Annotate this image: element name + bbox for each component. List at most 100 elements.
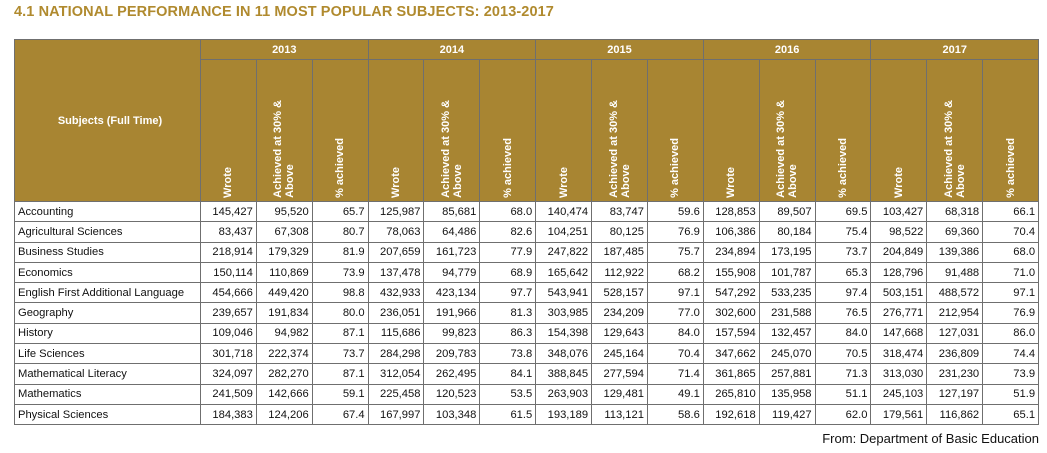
table-cell: 193,189: [535, 403, 593, 426]
table-cell: 127,031: [926, 322, 984, 345]
table-cell: 76.9: [646, 221, 704, 243]
table-cell: 132,457: [758, 322, 816, 345]
table-row: English First Additional Language 454,666…: [14, 282, 1040, 304]
table-cell: 68.0: [982, 241, 1040, 263]
table-cell: 318,474: [870, 343, 928, 365]
table-row: Mathematical Literacy 324,097 282,270 87.1 3…: [14, 363, 1040, 385]
table-cell: 71.0: [982, 261, 1040, 284]
table-cell: 94,982: [255, 322, 313, 345]
table-cell: 191,834: [255, 302, 313, 324]
table-cell: 78,063: [367, 221, 425, 243]
table-cell: 218,914: [200, 241, 257, 263]
subcolumn-header: Achieved at 30% & Above: [926, 59, 984, 202]
table-row: Accounting 145,427 95,520 65.7 125,987 85,681…: [14, 200, 1040, 223]
table-cell: 67.4: [311, 403, 369, 426]
table-cell: 68.0: [479, 200, 537, 223]
table-cell: 167,997: [367, 403, 425, 426]
table-cell: 73.7: [814, 241, 872, 263]
table-cell: 80,125: [591, 221, 648, 243]
table-cell: 236,051: [367, 302, 425, 324]
table-cell: 87.1: [311, 363, 369, 385]
year-header: 2014: [367, 39, 537, 60]
table-cell: 113,121: [591, 403, 648, 426]
year-header-row: Subjects (Full Time) 2013 2014 2015 2016…: [14, 39, 1040, 202]
table-cell: 68.2: [646, 261, 704, 284]
table-cell: 103,427: [870, 200, 928, 223]
table-cell: 97.7: [479, 282, 537, 304]
table-cell: 74.4: [982, 343, 1040, 365]
table-cell: 207,659: [367, 241, 425, 263]
subcolumn-header: % achieved: [311, 59, 369, 202]
subcolumn-label: Achieved at 30% & Above: [775, 100, 800, 198]
table-cell: 58.6: [646, 403, 704, 426]
table-cell: 263,903: [535, 383, 593, 405]
table-cell: 51.1: [814, 383, 872, 405]
table-body: Accounting 145,427 95,520 65.7 125,987 85,681…: [14, 200, 1040, 426]
table-cell: 98,522: [870, 221, 928, 243]
table-cell: 150,114: [200, 261, 257, 284]
table-cell: 73.9: [982, 363, 1040, 385]
table-cell: 231,588: [758, 302, 816, 324]
table-cell: 135,958: [758, 383, 816, 405]
subject-name: Agricultural Sciences: [14, 221, 201, 243]
table-cell: 70.5: [814, 343, 872, 365]
year-header: 2015: [535, 39, 704, 60]
subcolumn-header: % achieved: [479, 59, 537, 202]
table-cell: 68.9: [479, 261, 537, 284]
table-cell: 85,681: [423, 200, 481, 223]
table-cell: 91,488: [926, 261, 984, 284]
table-cell: 70.4: [646, 343, 704, 365]
table-cell: 432,933: [367, 282, 425, 304]
table-cell: 69,360: [926, 221, 984, 243]
table-cell: 115,686: [367, 322, 425, 345]
subcolumn-header: % achieved: [646, 59, 704, 202]
table-cell: 277,594: [591, 363, 648, 385]
subcolumn-label: % achieved: [836, 138, 849, 198]
table-row: History 109,046 94,982 87.1 115,686 99,823 86.…: [14, 322, 1040, 345]
table-cell: 51.9: [982, 383, 1040, 405]
table-cell: 282,270: [255, 363, 313, 385]
table-cell: 543,941: [535, 282, 593, 304]
table-cell: 106,386: [702, 221, 760, 243]
table-cell: 303,985: [535, 302, 593, 324]
table-cell: 112,922: [591, 261, 648, 284]
table-cell: 73.8: [479, 343, 537, 365]
subject-name: History: [14, 322, 201, 345]
table-cell: 97.1: [982, 282, 1040, 304]
subcolumn-label: % achieved: [334, 138, 347, 198]
table-cell: 245,164: [591, 343, 648, 365]
subcolumn-label: Wrote: [892, 167, 905, 198]
subject-name: Life Sciences: [14, 343, 201, 365]
table-cell: 204,849: [870, 241, 928, 263]
table-cell: 84.0: [814, 322, 872, 345]
table-cell: 184,383: [200, 403, 257, 426]
table-cell: 53.5: [479, 383, 537, 405]
table-cell: 154,398: [535, 322, 593, 345]
subcolumn-label: Achieved at 30% & Above: [942, 100, 967, 198]
table-cell: 257,881: [758, 363, 816, 385]
table-cell: 86.3: [479, 322, 537, 345]
table-cell: 423,134: [423, 282, 481, 304]
table-row: Mathematics 241,509 142,666 59.1 225,458 120,…: [14, 383, 1040, 405]
table-cell: 187,485: [591, 241, 648, 263]
table-cell: 234,894: [702, 241, 760, 263]
table-cell: 71.3: [814, 363, 872, 385]
table-cell: 449,420: [255, 282, 313, 304]
subject-name: English First Additional Language: [14, 282, 201, 304]
subcolumn-label: Achieved at 30% & Above: [607, 100, 632, 198]
table-cell: 67,308: [255, 221, 313, 243]
table-cell: 302,600: [702, 302, 760, 324]
table-cell: 324,097: [200, 363, 257, 385]
subcolumn-label: % achieved: [1004, 138, 1017, 198]
table-cell: 140,474: [535, 200, 593, 223]
table-cell: 84.1: [479, 363, 537, 385]
subcolumn-header: % achieved: [982, 59, 1040, 202]
subject-name: Business Studies: [14, 241, 201, 263]
table-cell: 81.3: [479, 302, 537, 324]
table-cell: 65.3: [814, 261, 872, 284]
subcolumn-label: % achieved: [669, 138, 682, 198]
table-cell: 82.6: [479, 221, 537, 243]
table-cell: 454,666: [200, 282, 257, 304]
subcolumn-header: Wrote: [702, 59, 760, 202]
table-cell: 65.1: [982, 403, 1040, 426]
